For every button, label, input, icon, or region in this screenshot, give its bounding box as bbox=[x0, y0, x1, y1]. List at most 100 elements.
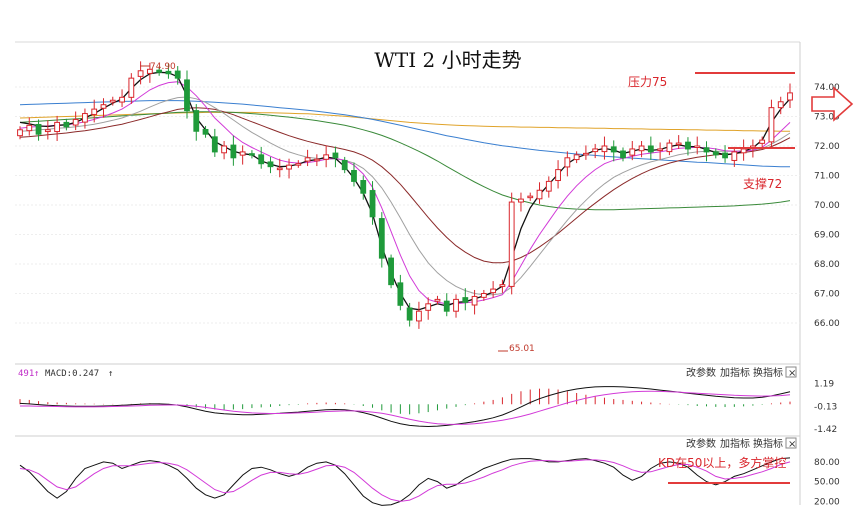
candle bbox=[462, 288, 469, 311]
price-axis: 74.00 73.00 72.00 71.00 70.00 69.00 68.00 67.00… bbox=[814, 83, 840, 329]
candle bbox=[72, 111, 79, 131]
candle bbox=[82, 108, 88, 129]
candle bbox=[480, 289, 487, 301]
macd-controls: 改参数 加指标 换指标 × bbox=[686, 366, 797, 379]
candle bbox=[249, 150, 255, 159]
candle bbox=[518, 192, 524, 212]
candle bbox=[193, 104, 200, 141]
kd-axis: 80.00 50.00 20.00 bbox=[814, 458, 840, 508]
candle bbox=[694, 136, 701, 155]
ma-black-line bbox=[19, 71, 791, 311]
ma-green-line bbox=[19, 111, 791, 211]
candle bbox=[777, 96, 784, 115]
kd-annotation: KD在50以上，多方掌控 bbox=[658, 455, 786, 470]
ma-magenta-line bbox=[19, 81, 791, 305]
candle bbox=[740, 139, 747, 161]
candle bbox=[63, 118, 70, 131]
kd-close-button[interactable] bbox=[785, 437, 797, 449]
candle bbox=[629, 140, 636, 161]
candle bbox=[685, 137, 691, 156]
kd-close-icon: × bbox=[788, 439, 796, 450]
candle bbox=[35, 119, 42, 141]
candle bbox=[527, 192, 534, 201]
macd-dropdown-icon[interactable]: ↑ bbox=[108, 369, 113, 379]
moving-averages bbox=[19, 71, 791, 311]
candle bbox=[416, 301, 422, 329]
candle bbox=[276, 158, 283, 178]
macd-up-arrow-icon: ↑ bbox=[34, 369, 39, 379]
candle bbox=[286, 158, 292, 179]
candle bbox=[26, 117, 33, 136]
candle bbox=[722, 145, 728, 163]
candle bbox=[119, 89, 125, 108]
macd-control-3[interactable]: 换指标 bbox=[753, 366, 783, 379]
macd-control-1[interactable]: 改参数 bbox=[686, 366, 716, 379]
candle bbox=[657, 142, 664, 160]
macd-axis-label: -0.13 bbox=[814, 403, 837, 413]
candlesticks bbox=[17, 61, 793, 329]
ma-gray-line bbox=[19, 96, 791, 296]
candle bbox=[378, 212, 385, 268]
candle bbox=[768, 99, 775, 147]
candle bbox=[369, 181, 376, 225]
candle bbox=[759, 136, 766, 147]
candle bbox=[471, 289, 478, 315]
candle bbox=[610, 140, 617, 162]
macd-dif-line bbox=[19, 386, 791, 428]
candle bbox=[165, 63, 172, 79]
kd-control-2[interactable]: 加指标 bbox=[720, 437, 750, 450]
kd-axis-label: 80.00 bbox=[814, 458, 840, 468]
candle bbox=[174, 66, 181, 85]
kd-control-1[interactable]: 改参数 bbox=[686, 437, 716, 450]
price-tick-label: 69.00 bbox=[814, 231, 840, 241]
candle bbox=[137, 61, 144, 85]
candle bbox=[490, 281, 497, 298]
candle bbox=[54, 115, 61, 141]
price-tick-label: 67.00 bbox=[814, 290, 840, 300]
candle bbox=[508, 192, 515, 295]
price-tick-label: 72.00 bbox=[814, 142, 840, 152]
candle bbox=[573, 151, 580, 164]
candle bbox=[536, 182, 543, 204]
candle bbox=[100, 98, 107, 118]
candle bbox=[184, 70, 190, 119]
kd-plot bbox=[19, 457, 791, 506]
candle bbox=[351, 162, 357, 187]
right-arrow-icon bbox=[811, 86, 854, 122]
candle bbox=[675, 135, 682, 149]
macd-control-2[interactable]: 加指标 bbox=[720, 366, 750, 379]
kd-control-3[interactable]: 换指标 bbox=[753, 437, 783, 450]
candle bbox=[128, 73, 135, 104]
candle bbox=[545, 176, 552, 198]
macd-close-button[interactable] bbox=[785, 366, 797, 378]
candle bbox=[360, 175, 367, 200]
candle bbox=[731, 146, 738, 167]
macd-prefix: 491 bbox=[18, 369, 34, 379]
macd-axis: 1.19 -0.13 -1.42 bbox=[814, 380, 837, 435]
candle bbox=[397, 274, 404, 311]
macd-axis-label: 1.19 bbox=[814, 380, 834, 390]
candle bbox=[601, 136, 608, 160]
candle bbox=[304, 149, 311, 167]
high-marker: 74.90 bbox=[140, 62, 176, 72]
price-tick-label: 71.00 bbox=[814, 172, 840, 182]
kd-d-line bbox=[19, 459, 791, 502]
candle bbox=[583, 145, 589, 160]
macd-value: MACD:0.247 bbox=[45, 369, 99, 379]
candle bbox=[453, 294, 459, 318]
candle bbox=[239, 145, 246, 165]
kd-controls: 改参数 加指标 换指标 × bbox=[686, 437, 797, 450]
candle bbox=[443, 293, 450, 317]
chart-title: WTI 2 小时走势 bbox=[374, 48, 521, 72]
candle bbox=[17, 126, 23, 140]
candle bbox=[620, 147, 626, 162]
candle bbox=[202, 125, 209, 138]
candle bbox=[564, 151, 571, 177]
candle bbox=[156, 66, 163, 76]
candle bbox=[703, 141, 710, 162]
candle bbox=[499, 279, 506, 293]
candle bbox=[295, 160, 302, 168]
support-label: 支撑72 bbox=[743, 176, 782, 191]
candle bbox=[592, 143, 599, 159]
